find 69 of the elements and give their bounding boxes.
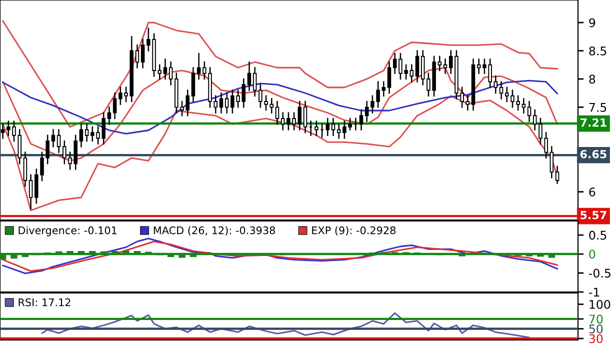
candlestick: [392, 52, 397, 74]
candlestick: [527, 100, 532, 122]
y-tick-label: 70: [589, 314, 603, 324]
y-tick-label: 0: [589, 250, 596, 259]
candlestick: [326, 118, 330, 136]
candlestick: [555, 166, 560, 184]
candlestick: [522, 98, 526, 114]
candlestick: [331, 118, 336, 136]
candlestick: [224, 92, 229, 114]
legend-label: RSI: 17.12: [18, 298, 70, 306]
candlestick: [270, 98, 274, 114]
candlestick: [135, 44, 140, 68]
candlestick: [466, 95, 470, 111]
y-tick-label: 8: [589, 74, 596, 84]
candlestick: [499, 81, 504, 100]
candlestick: [420, 50, 425, 86]
candlestick: [28, 174, 33, 210]
legend-label: Divergence: -0.101: [18, 226, 116, 236]
y-tick-label: -0.5: [588, 268, 610, 278]
candlestick: [112, 92, 117, 120]
candlestick: [51, 129, 56, 148]
candlestick: [280, 112, 285, 130]
ref-line-label: 7.21: [580, 118, 606, 127]
candlestick: [550, 146, 554, 178]
candlestick: [314, 120, 318, 136]
y-tick-label: 100: [590, 300, 610, 309]
y-tick-label: 30: [589, 334, 603, 344]
y-tick-label: 50: [589, 324, 603, 334]
candlestick: [247, 61, 252, 91]
ref-line-label: 5.57: [580, 211, 606, 220]
y-tick-label: -1: [588, 288, 600, 296]
candlestick: [364, 100, 369, 122]
line-series: [2, 95, 558, 212]
candlestick: [443, 58, 448, 74]
candlestick: [359, 109, 364, 130]
candlestick: [303, 100, 308, 134]
candlestick: [140, 38, 145, 68]
y-tick-label: 9: [589, 18, 596, 28]
line-series: [41, 312, 530, 338]
candlestick: [56, 129, 61, 153]
ref-line-label: 6.65: [580, 150, 606, 158]
candlestick: [168, 61, 173, 86]
candlestick: [410, 64, 414, 82]
candlestick: [84, 123, 89, 142]
candlestick: [438, 56, 442, 72]
candlestick: [219, 92, 224, 114]
legend-label: MACD (26, 12): -0.3938: [154, 226, 275, 236]
line-series: [2, 20, 558, 128]
y-tick-label: 7.5: [589, 103, 606, 112]
candlestick: [275, 100, 280, 125]
candlestick: [107, 106, 112, 125]
candlestick: [163, 58, 168, 80]
candlestick: [191, 67, 196, 102]
y-tick-label: 0.5: [589, 230, 606, 240]
y-tick-label: 8.5: [589, 46, 606, 56]
candlestick: [448, 50, 453, 74]
candlestick: [252, 67, 257, 97]
candlestick: [415, 50, 420, 82]
candlestick: [387, 61, 392, 94]
candlestick: [196, 52, 201, 80]
candlestick: [336, 123, 341, 139]
candlestick: [382, 81, 386, 97]
line-series: [2, 80, 558, 134]
legend-label: EXP (9): -0.2928: [312, 226, 396, 236]
candlestick: [298, 100, 302, 130]
y-tick-label: 6: [589, 188, 596, 196]
candlestick: [79, 123, 84, 148]
candlestick: [23, 152, 28, 187]
candlestick: [494, 76, 498, 94]
